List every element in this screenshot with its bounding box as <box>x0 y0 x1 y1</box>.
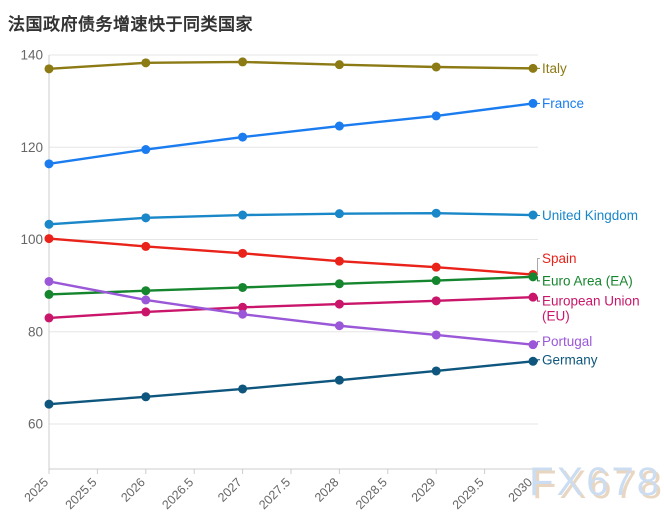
chart-title: 法国政府债务增速快于同类国家 <box>8 15 253 34</box>
x-axis-tick-label: 2029.5 <box>450 475 487 512</box>
data-point-france <box>238 132 248 142</box>
data-point-france <box>528 98 538 108</box>
series-label-european-union-eu: (EU) <box>542 309 570 324</box>
data-point-germany <box>334 375 344 385</box>
data-point-united-kingdom <box>238 210 248 220</box>
series-line-france <box>47 102 535 166</box>
data-point-euro-area-ea <box>431 276 441 286</box>
y-axis-tick-label: 140 <box>20 48 43 63</box>
data-point-italy <box>528 63 538 73</box>
data-point-portugal <box>238 309 248 319</box>
data-point-italy <box>44 64 54 74</box>
data-point-united-kingdom <box>528 210 538 220</box>
series-label-united-kingdom: United Kingdom <box>542 208 638 223</box>
data-point-united-kingdom <box>431 208 441 218</box>
x-axis-tick-label: 2026 <box>118 475 148 505</box>
series-label-italy: Italy <box>542 61 567 76</box>
data-point-portugal <box>44 276 54 286</box>
data-point-united-kingdom <box>334 209 344 219</box>
series-line-germany <box>47 360 535 406</box>
data-point-portugal <box>141 295 151 305</box>
x-axis-tick-label: 2025.5 <box>63 475 100 512</box>
series-line-united-kingdom <box>47 212 535 226</box>
y-axis-tick-label: 60 <box>28 417 43 432</box>
data-point-united-kingdom <box>44 219 54 229</box>
data-point-france <box>334 121 344 131</box>
data-point-european-union-eu <box>431 296 441 306</box>
x-axis-tick-label: 2026.5 <box>159 475 196 512</box>
data-point-spain <box>44 234 54 244</box>
data-point-spain <box>334 256 344 266</box>
watermark-fx678: FX678 <box>529 460 662 504</box>
data-point-france <box>141 145 151 155</box>
data-point-european-union-eu <box>238 302 248 312</box>
data-point-united-kingdom <box>141 213 151 223</box>
data-point-germany <box>238 384 248 394</box>
series-label-spain: Spain <box>542 251 577 266</box>
x-axis-tick-label: 2029 <box>409 475 439 505</box>
data-point-germany <box>44 399 54 409</box>
data-point-italy <box>238 57 248 67</box>
data-point-germany <box>528 356 538 366</box>
data-point-european-union-eu <box>141 307 151 317</box>
data-point-portugal <box>334 321 344 331</box>
data-point-italy <box>431 62 441 72</box>
series-line-italy <box>47 60 535 71</box>
series-label-germany: Germany <box>542 352 598 367</box>
data-point-spain <box>141 241 151 251</box>
data-point-italy <box>334 60 344 70</box>
y-axis-tick-label: 80 <box>28 324 43 339</box>
x-axis-tick-label: 2027.5 <box>256 475 293 512</box>
data-point-germany <box>431 366 441 376</box>
series-line-portugal <box>47 280 535 346</box>
data-point-european-union-eu <box>44 313 54 323</box>
x-axis-tick-label: 2028 <box>312 475 342 505</box>
x-axis-tick-label: 2028.5 <box>353 475 390 512</box>
data-point-portugal <box>431 330 441 340</box>
data-point-france <box>431 111 441 121</box>
series-line-spain <box>47 237 535 276</box>
x-axis-tick-label: 2027 <box>215 475 245 505</box>
data-point-euro-area-ea <box>141 286 151 296</box>
series-label-european-union-eu: European Union <box>542 294 640 309</box>
series-line-european-union-eu <box>47 295 535 320</box>
data-point-spain <box>238 248 248 258</box>
data-point-germany <box>141 392 151 402</box>
series-label-euro-area-ea: Euro Area (EA) <box>542 273 633 288</box>
data-point-france <box>44 159 54 169</box>
data-point-european-union-eu <box>334 299 344 309</box>
x-axis-tick-label: 2025 <box>22 475 52 505</box>
y-axis-tick-label: 120 <box>20 140 43 155</box>
data-point-euro-area-ea <box>44 289 54 299</box>
data-point-european-union-eu <box>528 292 538 302</box>
y-axis-tick-label: 100 <box>20 232 43 247</box>
data-point-euro-area-ea <box>528 272 538 282</box>
data-point-portugal <box>528 340 538 350</box>
series-label-france: France <box>542 96 584 111</box>
data-point-spain <box>431 262 441 272</box>
data-point-italy <box>141 58 151 68</box>
data-point-euro-area-ea <box>334 279 344 289</box>
data-point-euro-area-ea <box>238 282 248 292</box>
series-label-portugal: Portugal <box>542 334 592 349</box>
series-line-euro-area-ea <box>47 275 535 296</box>
